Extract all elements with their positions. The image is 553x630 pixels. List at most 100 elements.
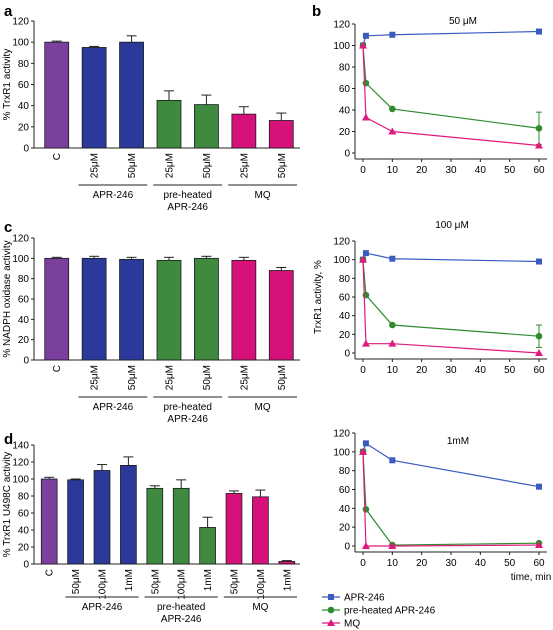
series-line [362,451,540,546]
bar [268,270,294,361]
bar [44,41,70,149]
x-tick-label: 20 [416,165,428,176]
bar [93,470,111,565]
bar [156,99,182,149]
bar [81,257,107,361]
y-tick-label: 100 [12,254,29,265]
chart-title: 50 μM [449,16,477,27]
data-point-circle [362,505,370,513]
bar [119,41,144,149]
data-point-square [362,440,369,447]
data-point-square [536,28,542,35]
series-line [362,30,540,46]
group-label: APR-246 [93,190,134,201]
category-label: 25μM [90,153,101,178]
x-tick-label: 0 [360,558,366,569]
panel-a-bar-chart: 0 20 40 60 80 100 120 % TrxR1 activity C 25μM 50μM… [2,17,300,213]
panel-c-bar-chart: 0 20 40 60 80 100 120% NADPH oxidase activity C… [2,234,300,425]
y-tick-label: 0 [23,144,29,155]
category-label: 25μM [90,365,101,390]
data-point-triangle [535,349,543,356]
y-tick-label: 0 [344,542,350,553]
y-tick-label: 40 [18,315,30,326]
category-label: 1mM [282,569,293,591]
category-label: C [52,153,63,160]
legend-label: pre-heated APR-246 [344,606,436,617]
bar [120,464,137,565]
bar [231,259,257,361]
y-tick-label: 80 [339,63,351,74]
y-tick-label: 120 [12,458,29,469]
bar [44,257,70,361]
x-tick-label: 60 [533,165,545,176]
x-tick-label: 20 [416,558,428,569]
x-tick-label: 50 [504,558,516,569]
legend-label: MQ [344,619,360,630]
data-point-square [362,250,369,257]
panel-letter-c: c [4,219,12,236]
category-label: 25μM [239,365,250,390]
y-tick-label: 40 [339,311,351,322]
panel-letter-b: b [312,3,321,20]
x-tick-label: 10 [387,165,399,176]
group-label: pre-heated APR-246 [164,190,212,213]
data-point-triangle [327,619,335,626]
panel-b-line-chart-1mM: 0 20 40 60 80 100 120 0 10 20 30 40 50 60 1mM time, min [333,429,551,584]
y-axis-label: % TrxR1 U498C activity [2,452,13,558]
data-point-triangle [359,255,367,263]
x-tick-label: 40 [475,165,487,176]
group-label: pre-heated APR-246 [164,402,212,425]
y-tick-label: 80 [18,274,30,285]
category-label: 100μM [256,569,267,600]
y-tick-label: 100 [333,255,350,266]
bar [40,478,58,565]
data-point-square [362,32,369,39]
chart-title: 100 μM [435,220,469,231]
category-label: 1mM [124,569,135,591]
y-tick-label: 80 [339,466,351,477]
x-tick-label: 30 [445,165,457,176]
y-tick-label: 100 [12,475,29,486]
category-label: 50μM [127,153,138,178]
y-tick-label: 80 [339,274,351,285]
category-label: C [45,569,56,576]
y-tick-label: 80 [18,492,30,503]
group-label: MQ [255,190,271,201]
data-point-square [389,457,396,464]
y-tick-label: 60 [339,84,351,95]
category-label: 25μM [165,365,176,390]
x-tick-label: 20 [416,365,428,376]
data-point-triangle [388,127,397,135]
bar [156,259,182,361]
bar [199,527,216,565]
y-tick-label: 60 [18,509,30,520]
x-tick-label: 30 [445,365,457,376]
y-tick-label: 80 [18,59,30,70]
y-tick-label: 100 [12,38,29,49]
y-tick-label: 60 [339,293,351,304]
x-tick-label: 0 [360,365,366,376]
data-point-triangle [361,113,370,121]
category-label: 50μM [230,569,241,594]
bar [252,496,269,565]
data-point-circle [389,321,396,329]
data-point-circle [389,105,396,113]
category-label: 50μM [71,569,82,594]
x-tick-label: 40 [475,365,487,376]
panel-b-line-chart-100uM: 0 20 40 60 80 100 120 0 10 20 30 40 50 60 100 μM TrxR1 … [313,220,547,376]
data-point-triangle [361,339,370,347]
y-axis-label: TrxR1 activity, % [313,260,324,334]
y-tick-label: 20 [18,122,30,133]
x-tick-label: 30 [445,558,457,569]
data-point-triangle [359,41,367,49]
data-point-triangle [388,542,397,549]
data-point-triangle [535,541,543,549]
bar [67,479,84,565]
y-tick-label: 40 [18,101,30,112]
group-label: pre-heated APR-246 [157,602,205,625]
x-tick-label: 10 [387,558,399,569]
data-point-triangle [535,141,543,149]
legend: APR-246 pre-heated APR-246 MQ [322,593,436,630]
data-point-circle [362,79,370,87]
